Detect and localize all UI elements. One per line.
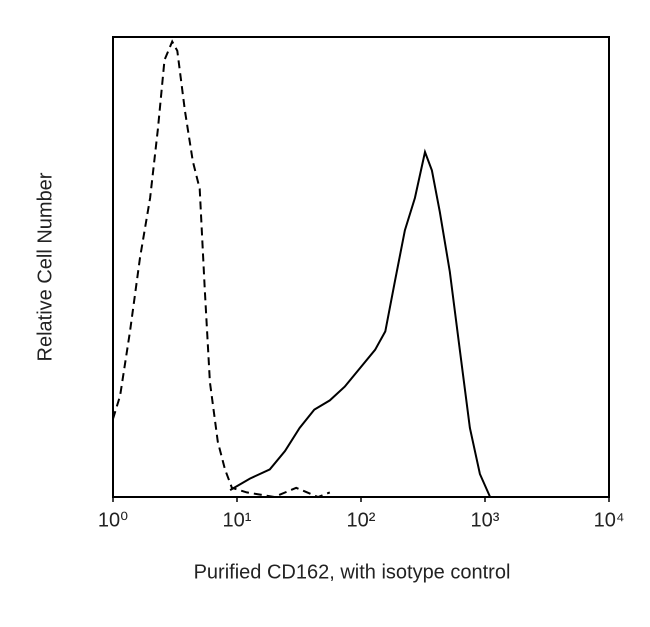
x-tick-label: 10² [347, 509, 376, 531]
x-tick-label: 10³ [471, 509, 500, 531]
x-tick-label: 10⁴ [594, 509, 625, 531]
x-tick-label: 10¹ [223, 509, 252, 531]
series-line [229, 148, 492, 498]
series-line [112, 39, 331, 499]
y-axis-label: Relative Cell Number [34, 172, 56, 361]
x-axis-label: Purified CD162, with isotype control [194, 561, 511, 583]
x-tick-label: 10⁰ [98, 509, 128, 531]
plot-frame [112, 36, 610, 498]
